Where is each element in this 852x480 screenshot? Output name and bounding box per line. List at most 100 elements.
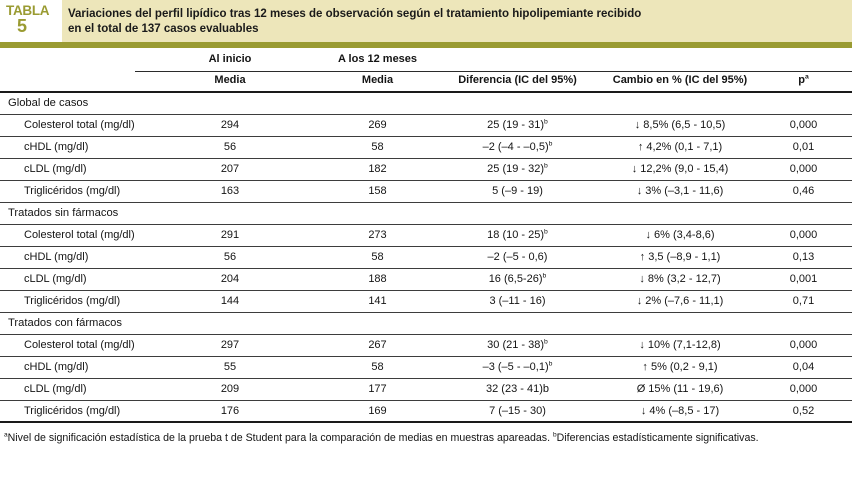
cell-cambio: ↑ 3,5 (–8,9 - 1,1) — [605, 246, 755, 269]
table-title-line1: Variaciones del perfil lipídico tras 12 … — [68, 8, 642, 20]
table-title: Variaciones del perfil lipídico tras 12 … — [62, 0, 852, 42]
section-header-row: Tratados sin fármacos — [0, 202, 852, 225]
cell-diferencia: 5 (–9 - 19) — [430, 180, 605, 203]
footnote-text-b: Diferencias estadísticamente significati… — [556, 432, 759, 444]
table-row: cHDL (mg/dl) 55 58 –3 (–5 - –0,1)b ↑ 5% … — [0, 356, 852, 379]
col-header-media-inicio: Media — [135, 71, 325, 93]
footnote: aNivel de significación estadística de l… — [0, 423, 852, 445]
cell-diferencia: –3 (–5 - –0,1)b — [430, 356, 605, 379]
table-row: Triglicéridos (mg/dl) 144 141 3 (–11 - 1… — [0, 290, 852, 313]
diferencia-value: –2 (–5 - 0,6) — [487, 251, 548, 263]
section-header-row: Tratados con fármacos — [0, 312, 852, 335]
cell-diferencia: 3 (–11 - 16) — [430, 290, 605, 313]
cell-cambio: ↓ 6% (3,4-8,6) — [605, 224, 755, 247]
cell-12-meses: 58 — [325, 136, 430, 159]
col-header-cambio: Cambio en % (IC del 95%) — [605, 71, 755, 93]
diferencia-value: 25 (19 - 31) — [487, 119, 545, 131]
row-label: cHDL (mg/dl) — [0, 246, 135, 269]
col-group-a-los-12-meses: A los 12 meses — [325, 50, 430, 72]
row-label: cHDL (mg/dl) — [0, 136, 135, 159]
spacer-cell — [0, 71, 135, 93]
cell-al-inicio: 294 — [135, 114, 325, 137]
row-label: Colesterol total (mg/dl) — [0, 334, 135, 357]
row-label: Triglicéridos (mg/dl) — [0, 290, 135, 313]
cell-12-meses: 158 — [325, 180, 430, 203]
cell-12-meses: 182 — [325, 158, 430, 181]
table-number: 5 — [17, 16, 28, 36]
table-number-box: TABLA 5 — [0, 0, 62, 42]
cell-cambio: ↓ 10% (7,1-12,8) — [605, 334, 755, 357]
cell-cambio: ↓ 8% (3,2 - 12,7) — [605, 268, 755, 291]
diferencia-value: 7 (–15 - 30) — [489, 404, 546, 417]
cell-12-meses: 273 — [325, 224, 430, 247]
cell-p: 0,000 — [755, 334, 852, 357]
row-label: cLDL (mg/dl) — [0, 378, 135, 401]
cell-diferencia: 16 (6,5-26)b — [430, 268, 605, 291]
footnote-marker: b — [548, 360, 553, 368]
table-header-band: TABLA 5 Variaciones del perfil lipídico … — [0, 0, 852, 42]
table-row: cLDL (mg/dl) 207 182 25 (19 - 32)b ↓ 12,… — [0, 158, 852, 181]
footnote-marker-a: a — [4, 431, 8, 439]
col-group-al-inicio: Al inicio — [135, 50, 325, 72]
table-row: cLDL (mg/dl) 209 177 32 (23 - 41)b Ø 15%… — [0, 378, 852, 401]
spacer-cell — [605, 50, 755, 72]
spacer-cell — [430, 50, 605, 72]
lipid-profile-table: Al inicio A los 12 meses Media Media Dif… — [0, 50, 852, 423]
col-header-p: pa — [755, 71, 852, 93]
table-word-label: TABLA — [6, 3, 50, 18]
cell-al-inicio: 297 — [135, 334, 325, 357]
cell-diferencia: 30 (21 - 38)b — [430, 334, 605, 357]
cell-diferencia: 7 (–15 - 30) — [430, 400, 605, 423]
cell-12-meses: 58 — [325, 246, 430, 269]
cell-cambio: ↑ 5% (0,2 - 9,1) — [605, 356, 755, 379]
cell-al-inicio: 55 — [135, 356, 325, 379]
cell-cambio: ↑ 4,2% (0,1 - 7,1) — [605, 136, 755, 159]
footnote-marker: b — [544, 118, 548, 126]
footnote-marker: b — [542, 272, 547, 280]
cell-12-meses: 269 — [325, 114, 430, 137]
cell-al-inicio: 163 — [135, 180, 325, 203]
spacer-cell — [0, 50, 135, 71]
section-header: Tratados con fármacos — [0, 312, 852, 335]
cell-al-inicio: 209 — [135, 378, 325, 401]
cell-12-meses: 58 — [325, 356, 430, 379]
row-label: cLDL (mg/dl) — [0, 158, 135, 181]
cell-al-inicio: 207 — [135, 158, 325, 181]
table-row: cHDL (mg/dl) 56 58 –2 (–5 - 0,6) ↑ 3,5 (… — [0, 246, 852, 269]
cell-diferencia: 25 (19 - 32)b — [430, 158, 605, 181]
cell-al-inicio: 176 — [135, 400, 325, 423]
diferencia-value: 5 (–9 - 19) — [492, 185, 543, 197]
column-header-row: Media Media Diferencia (IC del 95%) Camb… — [0, 71, 852, 93]
cell-al-inicio: 144 — [135, 290, 325, 313]
cell-p: 0,71 — [755, 290, 852, 313]
cell-12-meses: 169 — [325, 400, 430, 423]
row-label: Triglicéridos (mg/dl) — [0, 400, 135, 423]
cell-p: 0,01 — [755, 136, 852, 159]
cell-cambio: ↓ 12,2% (9,0 - 15,4) — [605, 158, 755, 181]
cell-p: 0,46 — [755, 180, 852, 203]
footnote-marker: b — [548, 140, 553, 148]
table-row: Colesterol total (mg/dl) 297 267 30 (21 … — [0, 334, 852, 357]
cell-p: 0,000 — [755, 378, 852, 401]
col-header-media-12meses: Media — [325, 71, 430, 93]
col-header-diferencia: Diferencia (IC del 95%) — [430, 71, 605, 93]
cell-p: 0,001 — [755, 268, 852, 291]
table-row: cHDL (mg/dl) 56 58 –2 (–4 - –0,5)b ↑ 4,2… — [0, 136, 852, 159]
cell-12-meses: 267 — [325, 334, 430, 357]
cell-p: 0,000 — [755, 224, 852, 247]
diferencia-value: 30 (21 - 38) — [487, 339, 545, 351]
cell-al-inicio: 56 — [135, 136, 325, 159]
footnote-text-a: Nivel de significación estadística de la… — [7, 432, 553, 444]
diferencia-value: –2 (–4 - –0,5) — [482, 141, 549, 153]
cell-p: 0,000 — [755, 158, 852, 181]
cell-p: 0,13 — [755, 246, 852, 269]
table-row: Colesterol total (mg/dl) 291 273 18 (10 … — [0, 224, 852, 247]
cell-al-inicio: 204 — [135, 268, 325, 291]
cell-diferencia: –2 (–5 - 0,6) — [430, 246, 605, 269]
footnote-marker: b — [544, 162, 548, 170]
cell-cambio: ↓ 8,5% (6,5 - 10,5) — [605, 114, 755, 137]
cell-diferencia: –2 (–4 - –0,5)b — [430, 136, 605, 159]
cell-cambio: Ø 15% (11 - 19,6) — [605, 378, 755, 401]
diferencia-value: –3 (–5 - –0,1) — [482, 361, 549, 373]
cell-diferencia: 32 (23 - 41)b — [430, 378, 605, 401]
